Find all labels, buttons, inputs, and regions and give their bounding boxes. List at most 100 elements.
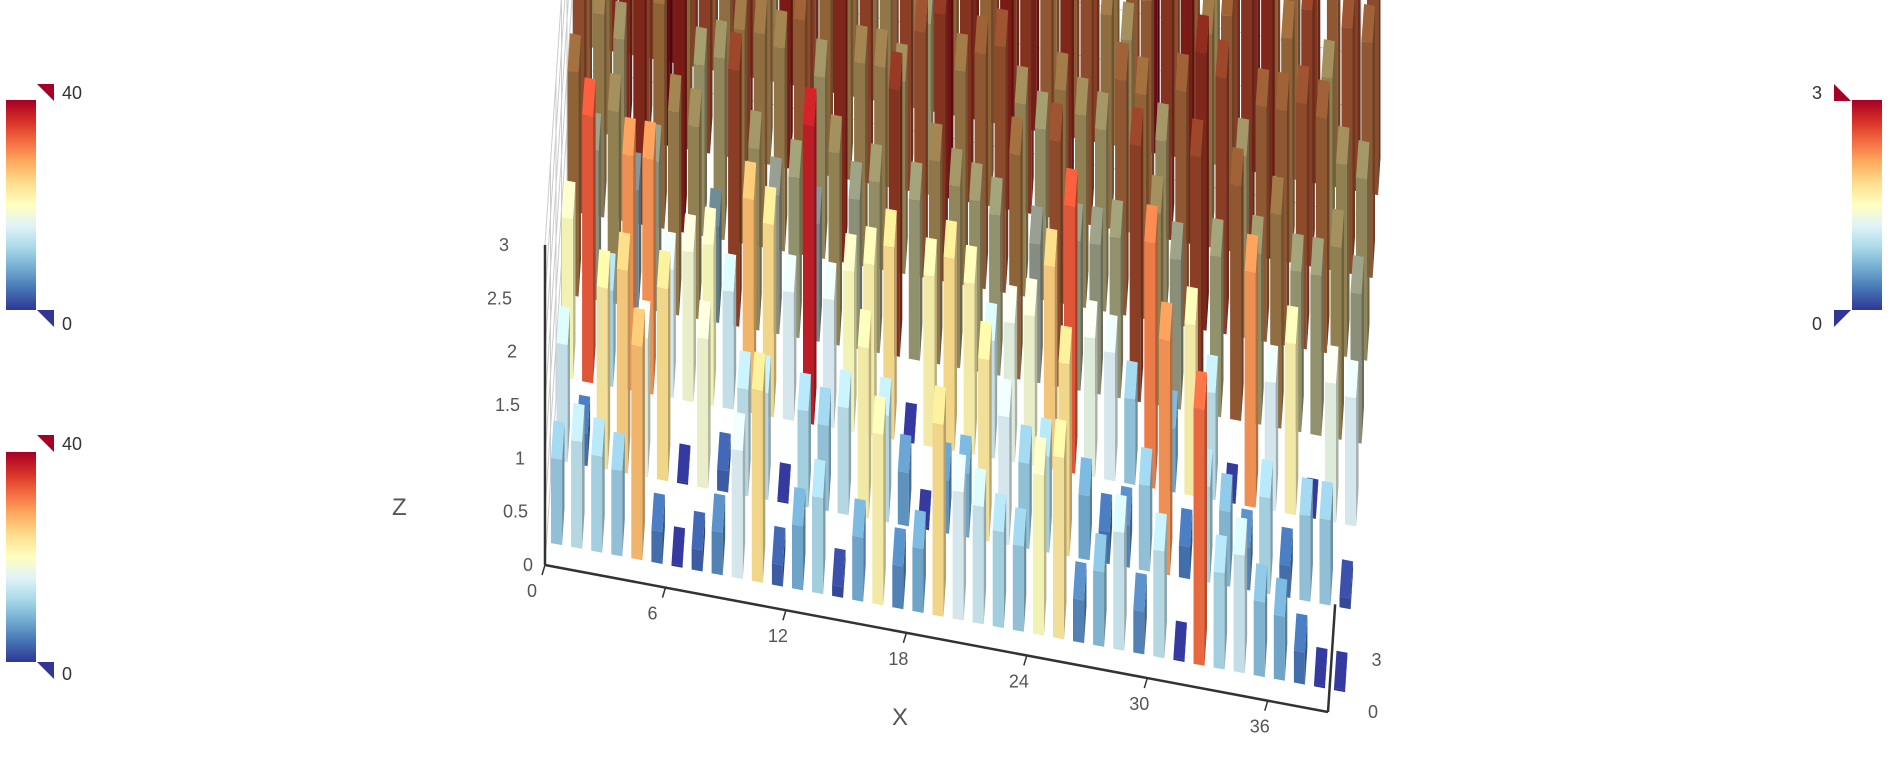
bar-face [622,433,625,557]
bar-face [1029,205,1043,245]
bar-face [699,90,702,320]
bar-face [1193,407,1205,666]
bar-face [1144,241,1156,489]
bar [1133,572,1147,655]
bar-face [943,257,955,452]
visual-map-min-handle[interactable] [37,310,54,327]
bar [1169,221,1184,410]
bar [814,38,828,260]
bar-face [1275,71,1290,112]
bar-face [737,350,751,390]
bar-face [1339,559,1353,599]
bar-face [722,252,737,293]
bar-face [1250,510,1253,591]
bar-face [929,490,932,531]
bar-face [1264,344,1279,384]
bar [656,249,671,482]
bar-face [731,449,743,580]
bar-face [627,233,631,474]
bar-face [998,377,1012,418]
bar-face [1078,494,1090,561]
bar-face [1178,507,1193,548]
bar-face [839,116,842,346]
visual-map-max-handle[interactable] [1834,84,1851,101]
bar-face [1230,184,1242,421]
bar-face [963,244,978,285]
bar [1284,305,1299,516]
bar [1314,646,1328,689]
bar-face [1293,613,1308,653]
visual-map-left-bottom[interactable]: 40 0 [6,434,82,684]
bar [771,525,786,587]
bar-face [1135,362,1138,485]
bar-face [912,509,926,549]
bar-face [1153,512,1167,552]
bar-face [903,529,906,610]
bar [952,453,967,621]
bar-face [1372,6,1375,278]
bar [897,433,912,527]
bar-face [1133,572,1147,612]
bar-face [607,72,622,113]
bar-face [1235,117,1250,157]
bar-face [919,163,923,361]
bar-face [923,511,926,613]
bar [823,261,837,429]
bar [717,431,731,493]
visual-map-min-handle[interactable] [1834,310,1851,327]
bar [697,300,711,489]
z-axis-title: Z [392,494,407,521]
bar-face [903,402,917,442]
bar-face [852,498,866,538]
visual-map-max-handle[interactable] [37,435,54,452]
bar [651,492,665,564]
bar-face [1295,307,1299,516]
bar-face [677,443,691,483]
bar-face [688,87,702,128]
bar-face [1347,127,1350,357]
bar-face [782,253,797,293]
bar-face [963,455,967,621]
bar-face [708,302,711,489]
bar-face [591,454,603,553]
bar [1173,620,1187,662]
bar-face [662,494,665,564]
visual-map-left-top[interactable]: 40 0 [6,83,82,334]
bar-face [1304,615,1308,685]
bar-face [1173,657,1185,662]
bar-face [857,308,872,349]
bar-face [664,0,667,229]
bar-face [1334,687,1346,693]
bar-face [1098,492,1113,533]
bar-face [1226,41,1229,335]
bar-face [1073,598,1085,644]
bar-face [1158,301,1173,341]
x-tick-label: 24 [1009,671,1029,691]
bar-face [1009,380,1012,546]
bar-face [1326,81,1330,354]
bar-face [1155,206,1158,489]
bar-face [642,120,656,160]
bar-face [571,440,583,549]
bar [1153,512,1167,659]
visual-map-right-top[interactable]: 3 0 [1812,83,1882,334]
bar-face [879,145,883,354]
z-tick-label: 1 [515,448,525,468]
bar-face [1053,456,1064,640]
bar [1233,516,1248,674]
bar-face [1306,66,1310,350]
y-tick-label: 0 [1368,702,1378,722]
bar-face [782,528,786,587]
bar-face [797,409,809,508]
bar-face [1345,396,1357,527]
bar-face [1284,579,1288,681]
x-tick-label: 6 [647,604,657,624]
bar-face [854,235,857,433]
visual-map-max-handle[interactable] [37,84,54,101]
visual-map-min-handle[interactable] [37,662,54,679]
bar-face [1350,561,1353,610]
bar-face [1169,303,1173,576]
bar-face [1310,274,1322,437]
bar-face [1054,230,1058,470]
bar-face [899,53,903,357]
